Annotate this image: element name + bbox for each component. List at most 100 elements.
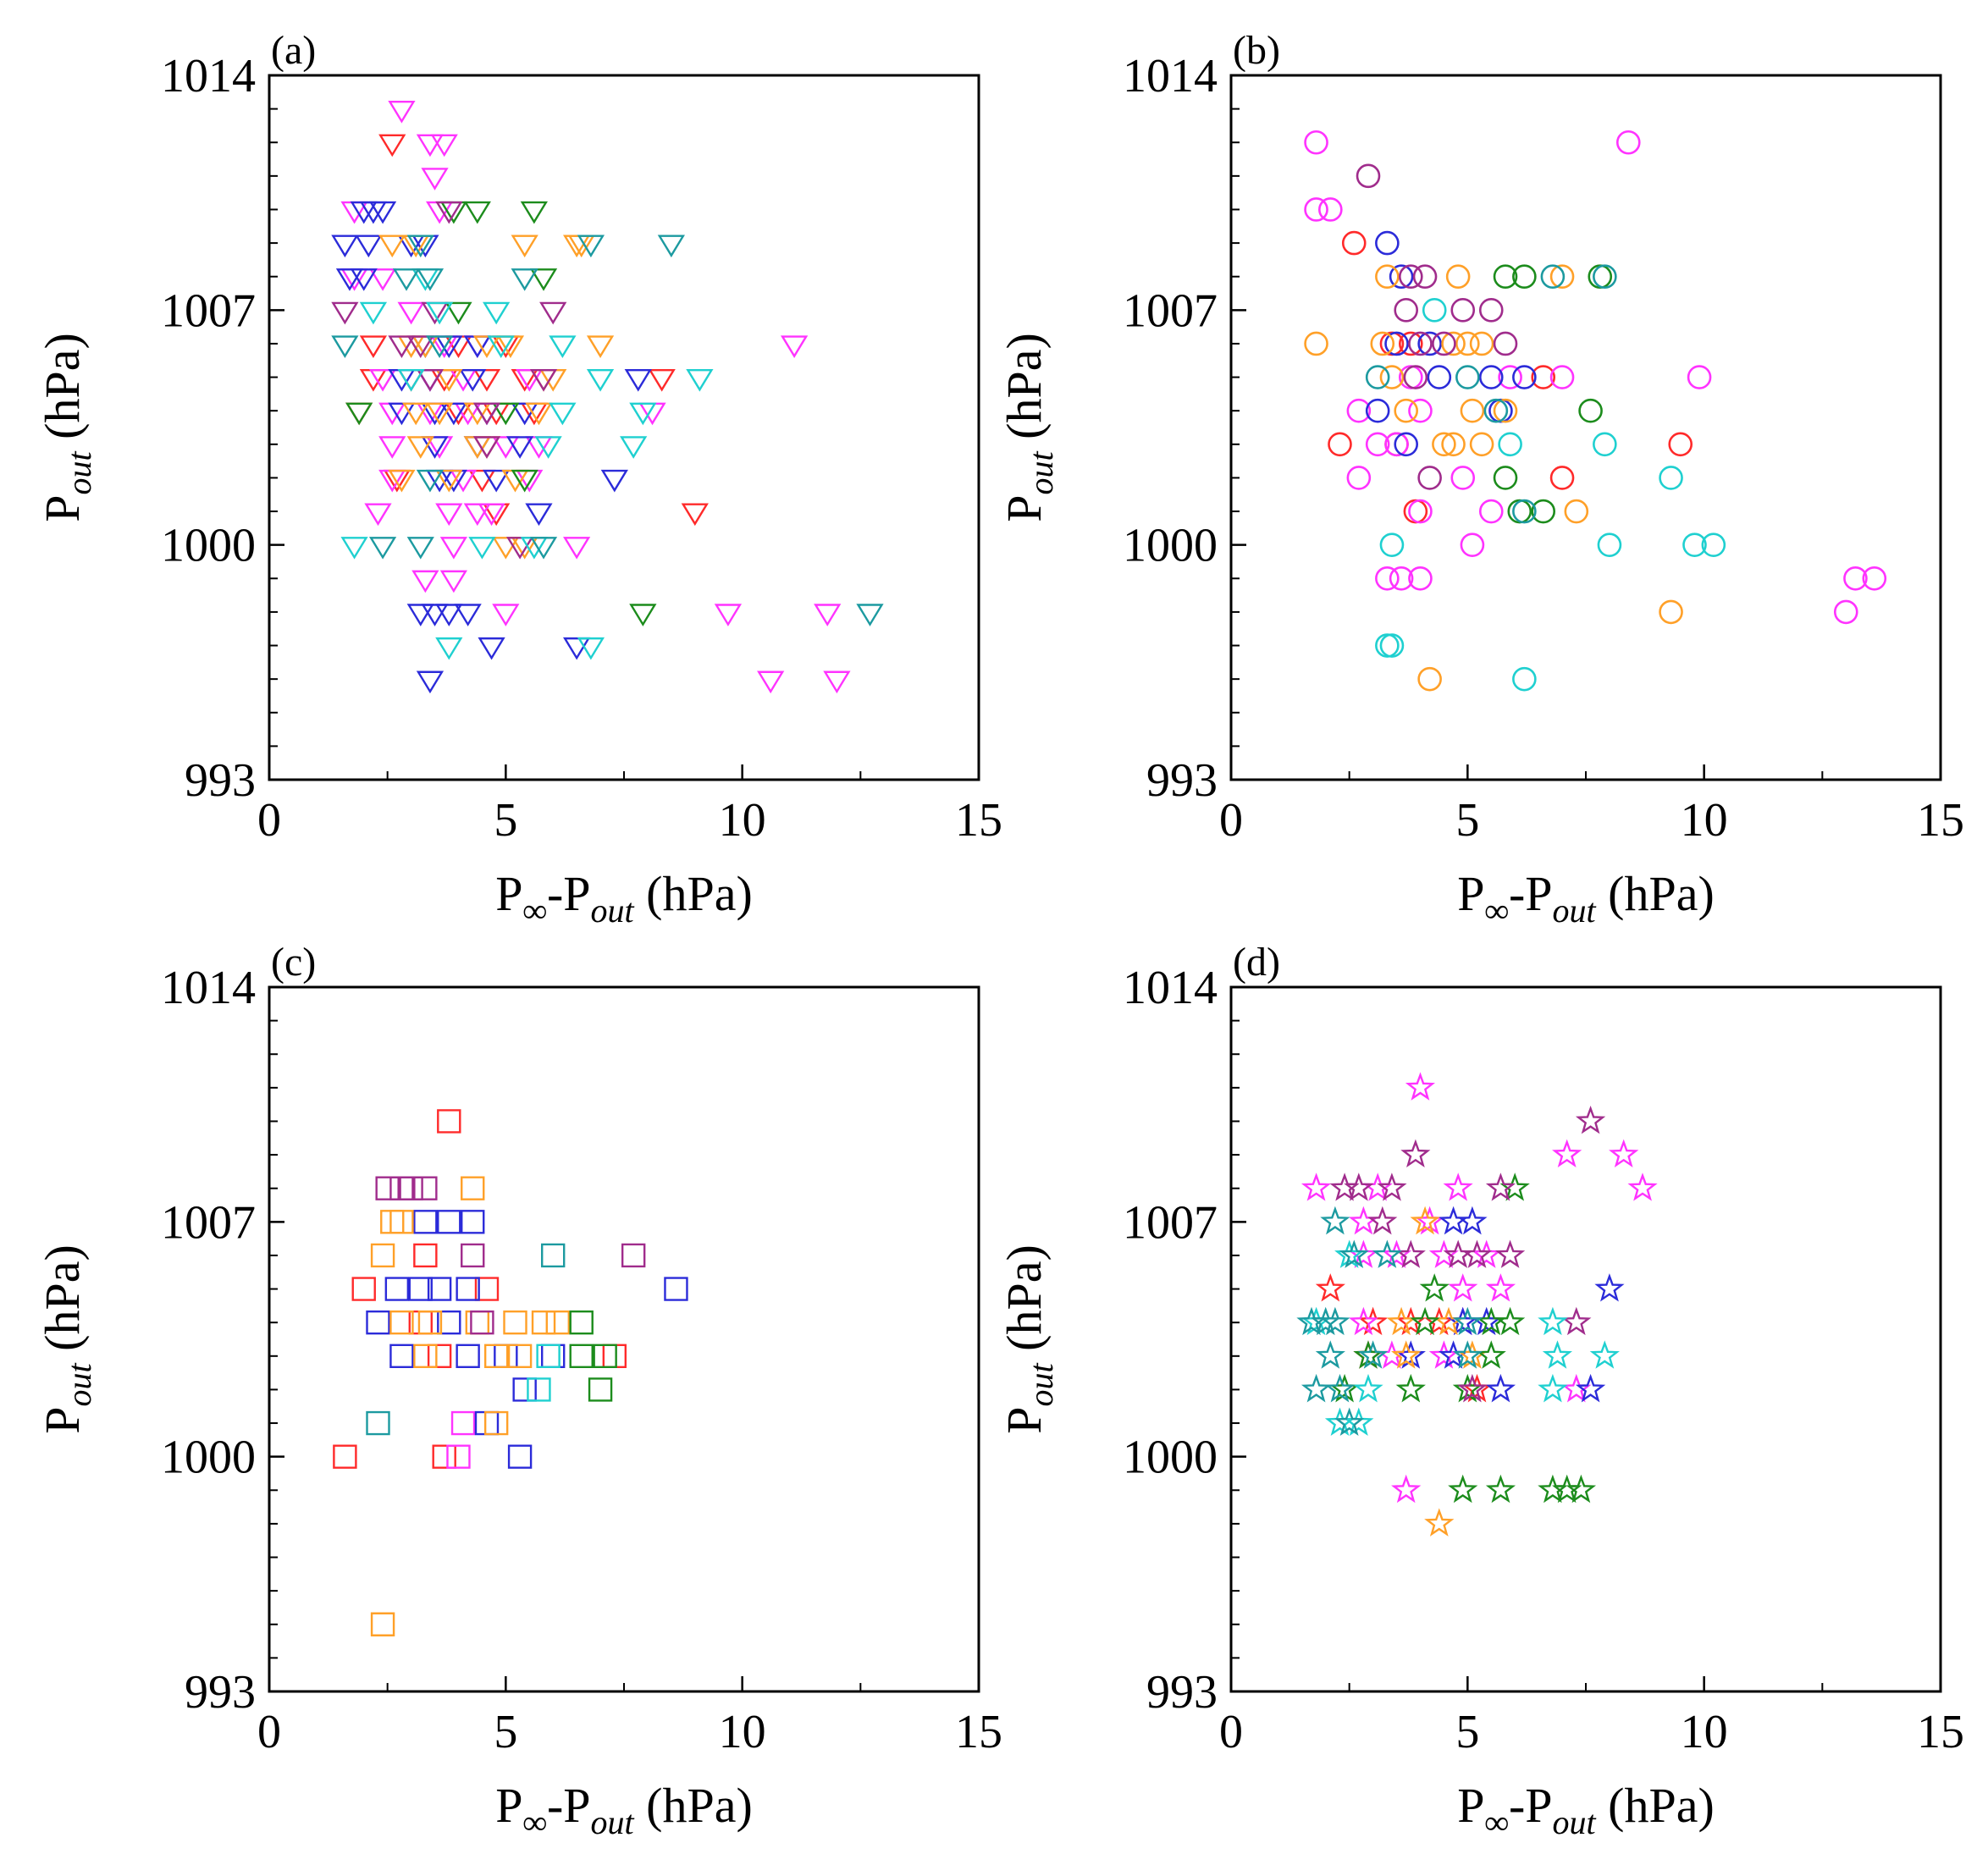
- data-point-blue: [461, 1210, 485, 1234]
- data-point-cyan: [527, 1377, 551, 1402]
- data-point-blue: [413, 1210, 438, 1234]
- data-point-cyan: [435, 637, 463, 660]
- data-point-blue: [600, 469, 628, 493]
- data-point-purple: [388, 335, 416, 358]
- data-point-magenta: [1485, 1273, 1516, 1302]
- y-axis-label: Pout (hPa): [35, 1244, 98, 1434]
- data-point-magenta: [446, 1444, 471, 1469]
- data-point-green: [1512, 264, 1537, 290]
- data-point-orange: [1469, 331, 1494, 356]
- x-axis-label: P∞-Pout (hPa): [495, 1778, 753, 1841]
- data-point-red: [345, 402, 373, 426]
- data-point-cyan: [1682, 532, 1707, 557]
- x-tick-label: 0: [1219, 794, 1243, 847]
- data-point-magenta: [1478, 499, 1504, 524]
- data-point-cyan: [1422, 298, 1447, 323]
- data-point-purple: [389, 1176, 414, 1200]
- data-point-green: [1493, 264, 1518, 290]
- data-point-magenta: [1609, 1139, 1639, 1168]
- y-tick-label: 1007: [161, 284, 256, 337]
- panel-label: (d): [1233, 940, 1280, 985]
- data-point-purple: [461, 1243, 485, 1268]
- y-tick-label: 1007: [161, 1196, 256, 1249]
- data-point-cyan: [1379, 633, 1405, 658]
- data-point-orange: [425, 402, 454, 426]
- data-point-cyan: [468, 537, 496, 560]
- data-point-teal: [1593, 264, 1617, 290]
- data-point-green: [588, 1377, 613, 1402]
- data-point-cyan: [483, 301, 511, 325]
- data-point-red: [432, 1444, 456, 1469]
- data-point-blue: [439, 402, 468, 426]
- data-point-magenta: [516, 368, 544, 392]
- data-point-orange: [370, 1243, 395, 1268]
- data-point-red: [1341, 230, 1367, 256]
- data-point-orange: [388, 469, 416, 493]
- data-point-teal: [406, 235, 434, 258]
- data-point-blue: [456, 1344, 480, 1369]
- data-point-magenta: [1391, 1474, 1422, 1504]
- data-point-orange: [1441, 432, 1466, 457]
- data-point-blue: [505, 436, 534, 459]
- data-point-orange: [1432, 432, 1456, 457]
- data-point-blue: [1512, 365, 1537, 389]
- data-point-teal: [1339, 1239, 1369, 1268]
- data-point-orange: [1564, 499, 1589, 524]
- data-point-purple: [1412, 264, 1438, 290]
- data-point-purple: [399, 1176, 423, 1200]
- data-point-magenta: [1549, 365, 1575, 389]
- data-point-teal: [529, 537, 558, 560]
- data-point-magenta: [430, 134, 458, 157]
- data-point-red: [1398, 331, 1423, 356]
- data-point-red: [427, 1344, 452, 1369]
- data-point-cyan: [1538, 1373, 1568, 1403]
- data-point-teal: [657, 235, 685, 258]
- data-point-purple: [1561, 1306, 1592, 1336]
- data-point-blue: [437, 1310, 461, 1335]
- data-point-orange: [531, 1310, 556, 1335]
- data-point-orange: [435, 368, 463, 392]
- data-point-orange: [545, 1310, 570, 1335]
- data-point-blue: [1485, 1373, 1516, 1403]
- data-point-orange: [389, 1310, 414, 1335]
- data-point-cyan: [586, 368, 615, 392]
- data-points: [1304, 130, 1887, 692]
- data-point-orange: [1659, 599, 1683, 625]
- data-point-orange: [1493, 398, 1518, 423]
- data-point-green: [569, 1344, 594, 1369]
- y-tick-label: 1000: [161, 1432, 256, 1484]
- data-point-magenta: [439, 537, 468, 560]
- data-point-blue: [1438, 1206, 1469, 1235]
- panel-d: 993 1000 1007 1014 0 5 10 15 (d) P∞-Pout (hPa) Pou…: [997, 940, 1964, 1841]
- data-point-blue: [512, 1377, 537, 1402]
- data-point-cyan: [1512, 666, 1537, 692]
- data-point-teal: [1452, 1306, 1483, 1336]
- data-point-purple: [1377, 1173, 1407, 1201]
- y-tick-label: 1014: [161, 50, 256, 102]
- x-tick-label: 5: [1455, 794, 1479, 847]
- data-point-orange: [1304, 331, 1328, 356]
- data-point-red: [378, 134, 406, 157]
- data-point-blue: [388, 402, 416, 426]
- x-tick-label: 15: [1917, 1706, 1964, 1758]
- data-point-orange: [370, 1612, 395, 1636]
- data-point-purple: [331, 301, 359, 325]
- data-point-green: [629, 604, 657, 626]
- data-point-magenta: [1318, 197, 1343, 222]
- data-point-green: [345, 402, 373, 426]
- data-point-teal: [1300, 1373, 1332, 1403]
- y-tick-label: 993: [185, 754, 256, 807]
- data-point-cyan: [577, 637, 605, 660]
- data-point-purple: [413, 1176, 438, 1200]
- data-point-green: [1395, 1373, 1426, 1403]
- data-point-purple: [375, 1176, 400, 1200]
- data-point-teal: [1372, 1239, 1402, 1268]
- data-point-green: [1531, 499, 1556, 524]
- x-tick-label: 5: [1455, 1706, 1479, 1758]
- data-points: [331, 101, 884, 694]
- data-point-cyan: [629, 402, 657, 426]
- data-point-orange: [465, 1310, 490, 1335]
- data-point-magenta: [388, 101, 416, 124]
- data-point-green: [1507, 499, 1532, 524]
